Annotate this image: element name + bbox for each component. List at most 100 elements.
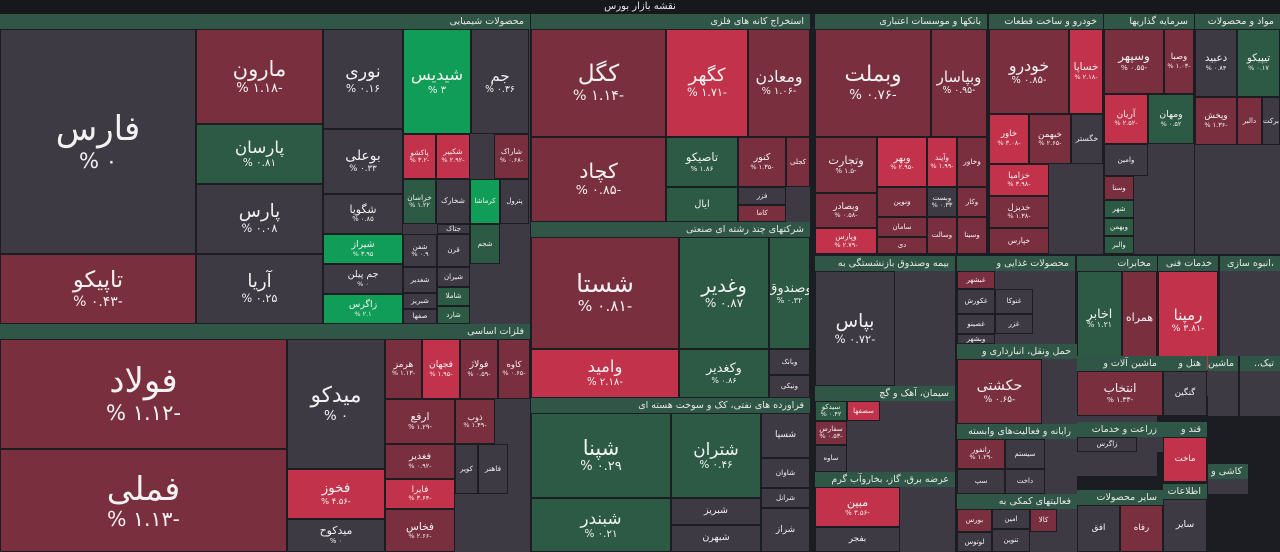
stock-tile[interactable]: کجلی — [786, 137, 810, 187]
stock-tile[interactable]: وبست% ۰.۳۳ — [927, 187, 957, 217]
stock-tile[interactable]: سصفها — [847, 401, 880, 421]
stock-tile[interactable]: ومعادن% ۱.۰۶- — [748, 29, 810, 137]
stock-tile[interactable]: قرن — [437, 234, 470, 267]
stock-tile[interactable]: پارسان% ۰.۸۱ — [196, 124, 323, 184]
stock-tile[interactable]: شبریز — [403, 293, 437, 309]
stock-tile[interactable]: وپخش% ۱.۳۶- — [1195, 97, 1237, 145]
stock-tile[interactable]: وسپهر% ۰.۵۵- — [1104, 29, 1164, 94]
stock-tile[interactable]: کاوه% ۰.۶۵- — [498, 339, 530, 399]
stock-tile[interactable]: وبهر% ۲.۹۵- — [877, 137, 927, 187]
stock-tile[interactable]: فولاد% ۱.۱۲- — [0, 339, 287, 449]
stock-tile[interactable]: شیران — [437, 267, 470, 287]
stock-tile[interactable]: میدکو% ۰ — [287, 339, 385, 469]
stock-tile[interactable]: شفن% ۰.۹ — [403, 234, 437, 267]
stock-tile[interactable]: فغدیر% ۰.۹۲- — [385, 444, 455, 479]
stock-tile[interactable]: پترول — [500, 179, 529, 224]
stock-tile[interactable]: وکغدیر% ۰.۸۶ — [679, 349, 769, 398]
stock-tile[interactable]: کرماشا — [470, 179, 500, 224]
stock-tile[interactable]: همراه — [1122, 271, 1157, 366]
stock-tile[interactable]: شگویا% ۰.۸۵ — [323, 194, 403, 234]
stock-tile[interactable]: آریان% ۲.۵۲- — [1104, 94, 1148, 144]
stock-tile[interactable]: نوری% ۰.۱۶ — [323, 29, 403, 129]
stock-tile[interactable]: امین — [992, 509, 1030, 529]
stock-tile[interactable]: شبندر% ۰.۲۱ — [531, 498, 671, 552]
stock-tile[interactable]: سیدکو% ۰.۴۲ — [815, 401, 847, 421]
stock-tile[interactable]: غبشهر — [957, 271, 995, 289]
stock-tile[interactable]: هرمز% ۱.۱۳- — [385, 339, 422, 399]
stock-tile[interactable]: وصبا% ۱.۰۳- — [1164, 29, 1194, 94]
stock-tile[interactable]: وبپاسار% ۰.۹۵- — [931, 29, 987, 137]
stock-tile[interactable]: سیستم — [1005, 439, 1045, 469]
stock-tile[interactable]: وبملت% ۰.۷۶- — [815, 29, 931, 137]
stock-tile[interactable]: شیدیس% ۳ — [403, 29, 471, 134]
stock-tile[interactable]: وبشهر — [957, 334, 995, 344]
stock-tile[interactable]: رانفور% ۱.۲۹- — [957, 439, 1005, 469]
stock-tile[interactable]: فارس% ۰ — [0, 29, 196, 254]
stock-tile[interactable]: لوتوس — [957, 532, 992, 552]
stock-tile[interactable]: سایر — [1163, 499, 1207, 552]
stock-tile[interactable]: شبریز — [671, 498, 761, 525]
stock-tile[interactable]: انتخاب% ۱.۳۳- — [1077, 371, 1163, 416]
stock-tile[interactable]: کالا — [1030, 509, 1057, 532]
stock-tile[interactable]: بورس — [957, 509, 992, 532]
stock-tile[interactable]: صفها — [403, 309, 437, 324]
stock-tile[interactable]: ذوب% ۱.۴۹- — [455, 399, 495, 444]
stock-tile[interactable]: شارد — [437, 306, 470, 324]
stock-tile[interactable]: وسالت — [927, 217, 957, 254]
stock-tile[interactable]: مارون% ۱.۱۸- — [196, 29, 323, 124]
stock-tile[interactable]: بفجر — [815, 527, 900, 552]
stock-tile[interactable]: وبانک — [769, 349, 810, 375]
stock-tile[interactable]: غنوکا — [995, 289, 1033, 314]
stock-tile[interactable]: ارفع% ۱.۲۹- — [385, 399, 455, 444]
stock-tile[interactable]: فولاژ% ۰.۵۹- — [460, 339, 498, 399]
stock-tile[interactable]: شغدیر — [403, 267, 437, 293]
stock-tile[interactable]: سفارس% ۰.۵۳- — [815, 421, 847, 445]
stock-tile[interactable]: وخاور — [957, 137, 987, 187]
stock-tile[interactable]: برکت — [1262, 97, 1280, 145]
stock-tile[interactable]: وسینا — [957, 217, 987, 254]
stock-tile[interactable]: بپاس% ۰.۷۲- — [815, 271, 895, 386]
stock-tile[interactable]: وامید% ۲.۱۸- — [531, 349, 679, 398]
stock-tile[interactable]: خگستر — [1071, 114, 1103, 164]
stock-tile[interactable]: زاگرس% ۲.۱ — [323, 294, 403, 324]
stock-tile[interactable]: سامان — [877, 217, 927, 237]
stock-tile[interactable]: پارس% ۰.۰۸ — [196, 184, 323, 254]
stock-tile[interactable]: والبر — [1104, 236, 1134, 254]
stock-tile[interactable]: شراز — [761, 508, 810, 552]
stock-tile[interactable]: میدکوح% ۰ — [287, 519, 385, 552]
stock-tile[interactable]: وبصادر% ۰.۵۸- — [815, 193, 877, 228]
stock-tile[interactable]: خساپا% ۲.۱۸- — [1069, 29, 1103, 114]
stock-tile[interactable]: شستا% ۰.۸۱- — [531, 237, 679, 349]
stock-tile[interactable]: شاوان — [761, 458, 810, 488]
stock-tile[interactable]: خدیزل% ۱.۳۸- — [989, 196, 1049, 228]
stock-tile[interactable]: وتجارت% ۱.۵- — [815, 137, 877, 193]
stock-tile[interactable]: زاگرس — [1077, 437, 1137, 452]
stock-tile[interactable]: وصندوق% ۰.۳۲ — [769, 237, 810, 349]
stock-tile[interactable]: ایال — [666, 187, 738, 222]
stock-tile[interactable]: کگهر% ۱.۷۱- — [666, 29, 748, 137]
stock-tile[interactable]: وکار — [957, 187, 987, 217]
stock-tile[interactable]: گنگین — [1163, 371, 1207, 416]
stock-tile[interactable]: وپارس% ۲.۷۹- — [815, 228, 877, 254]
stock-tile[interactable]: شکبیر% ۲.۹۲- — [436, 134, 470, 179]
stock-tile[interactable]: دعبید% ۰.۸۴ — [1195, 29, 1237, 97]
stock-tile[interactable]: شرانل — [761, 488, 810, 508]
stock-tile[interactable]: مبین% ۳.۵۶- — [815, 487, 900, 527]
stock-tile[interactable]: غکورش — [957, 289, 995, 314]
stock-tile[interactable]: رفاه — [1120, 505, 1163, 552]
stock-tile[interactable]: خبهمن% ۲.۶۵- — [1029, 114, 1071, 164]
stock-tile[interactable]: فایرا% ۳.۶۴- — [385, 479, 455, 509]
stock-tile[interactable]: شخارک — [436, 179, 470, 224]
stock-tile[interactable]: شجم — [470, 224, 500, 264]
stock-tile[interactable]: جم پیلن% ۰ — [323, 264, 403, 294]
stock-tile[interactable]: فخاس% ۲.۶۶- — [385, 509, 455, 552]
stock-tile[interactable]: خزامیا% ۳.۹۸- — [989, 164, 1049, 196]
stock-tile[interactable]: وغدیر% ۰.۸۷ — [679, 237, 769, 349]
stock-tile[interactable]: خودرو% ۰.۸۵- — [989, 29, 1069, 114]
stock-tile[interactable]: حکشتی% ۰.۶۵- — [957, 359, 1042, 424]
stock-tile[interactable]: کگل% ۱.۱۴- — [531, 29, 666, 137]
stock-tile[interactable]: وآیند% ۱.۹۹- — [927, 137, 957, 187]
stock-tile[interactable]: شسپا — [761, 413, 810, 458]
stock-tile[interactable]: غصینو — [957, 314, 995, 334]
stock-tile[interactable]: کویر — [455, 444, 478, 494]
